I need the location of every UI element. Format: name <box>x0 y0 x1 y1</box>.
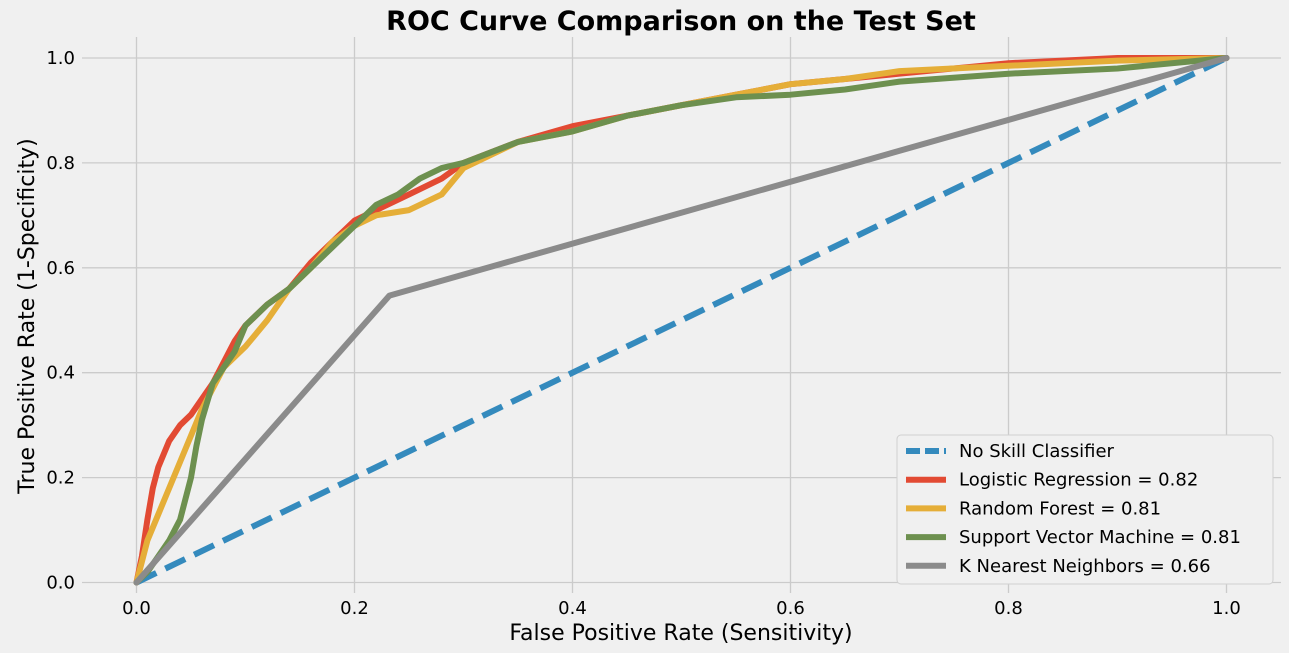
x-axis-label: False Positive Rate (Sensitivity) <box>509 621 852 646</box>
y-tick-label: 0.6 <box>46 258 75 279</box>
x-tick-label: 0.8 <box>994 598 1023 619</box>
y-axis-label: True Positive Rate (1-Specificity) <box>15 138 40 494</box>
tick-labels: 0.0 0.2 0.4 0.6 0.8 1.0 0.0 0.2 0.4 0.6 0.8 1.0 <box>46 48 1240 619</box>
x-tick-label: 0.4 <box>558 598 587 619</box>
series-line <box>133 55 1230 586</box>
legend-box <box>896 434 1274 585</box>
series-line <box>135 55 1228 586</box>
x-tick-label: 0.0 <box>122 598 151 619</box>
legend-label: No Skill Classifier <box>959 441 1115 462</box>
chart-title: ROC Curve Comparison on the Test Set <box>386 6 976 37</box>
legend-label: Support Vector Machine = 0.81 <box>959 527 1241 548</box>
x-tick-label: 0.2 <box>340 598 369 619</box>
y-tick-label: 0.8 <box>46 153 75 174</box>
series-line <box>133 55 1230 586</box>
grid <box>82 37 1281 593</box>
legend-label: K Nearest Neighbors = 0.66 <box>959 556 1211 577</box>
x-tick-label: 1.0 <box>1212 598 1241 619</box>
y-tick-label: 1.0 <box>46 48 75 69</box>
y-tick-label: 0.0 <box>46 573 75 594</box>
legend-label: Logistic Regression = 0.82 <box>959 470 1198 491</box>
x-tick-label: 0.6 <box>776 598 805 619</box>
legend: No Skill Classifier Logistic Regression =… <box>896 434 1274 585</box>
series-line <box>133 55 1230 586</box>
y-tick-label: 0.4 <box>46 363 75 384</box>
legend-label: Random Forest = 0.81 <box>959 498 1161 519</box>
series-lines <box>133 55 1230 586</box>
y-tick-label: 0.2 <box>46 468 75 489</box>
